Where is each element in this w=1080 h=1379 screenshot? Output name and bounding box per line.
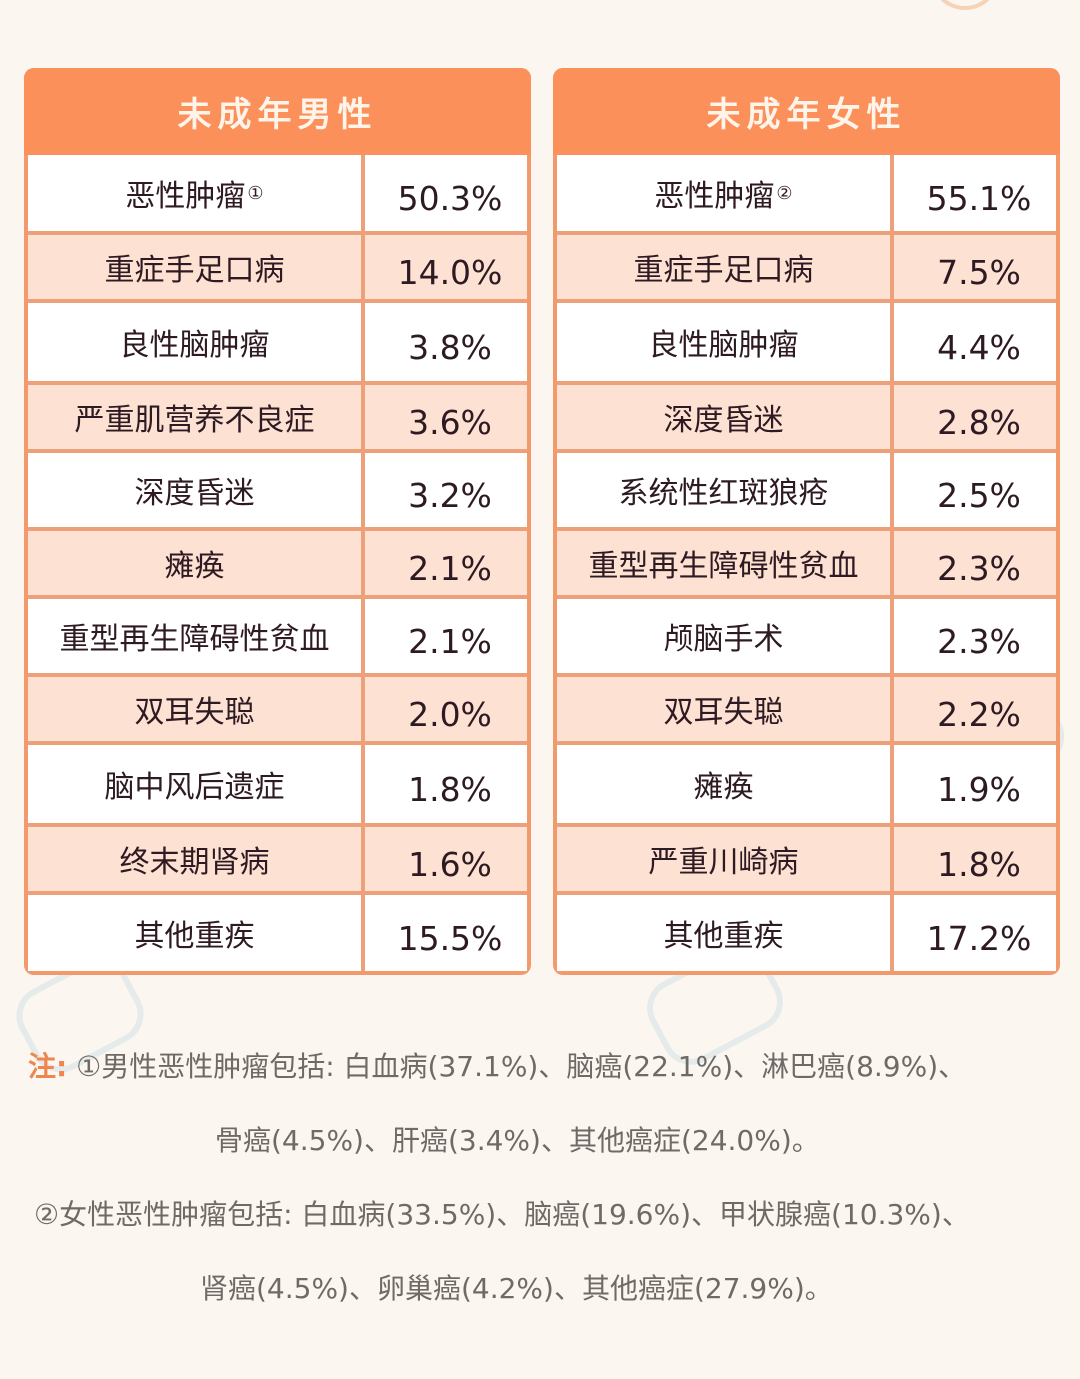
table-row: 终末期肾病 1.6%	[28, 827, 527, 891]
disease-percent: 15.5%	[365, 895, 527, 971]
disease-percent: 1.8%	[894, 827, 1056, 891]
table-row: 脑中风后遗症 1.8%	[28, 745, 527, 823]
disease-percent: 4.4%	[894, 303, 1056, 381]
disease-name: 其他重疾	[557, 895, 890, 971]
footnote-line: ②女性恶性肿瘤包括: 白血病(33.5%)、脑癌(19.6%)、甲状腺癌(10.…	[34, 1198, 970, 1231]
disease-percent: 2.3%	[894, 599, 1056, 673]
disease-percent: 2.1%	[365, 599, 527, 673]
table-body: 恶性肿瘤 ② 55.1% 重症手足口病 7.5% 良性脑肿瘤 4.4% 深度昏迷 …	[557, 155, 1056, 971]
female-disease-table: 未成年女性 恶性肿瘤 ② 55.1% 重症手足口病 7.5% 良性脑肿瘤 4.4%…	[553, 68, 1060, 975]
table-body: 恶性肿瘤 ① 50.3% 重症手足口病 14.0% 良性脑肿瘤 3.8% 严重肌营…	[28, 155, 527, 971]
male-disease-table: 未成年男性 恶性肿瘤 ① 50.3% 重症手足口病 14.0% 良性脑肿瘤 3.8…	[24, 68, 531, 975]
disease-name: 恶性肿瘤 ②	[557, 155, 890, 231]
table-row: 深度昏迷 2.8%	[557, 385, 1056, 449]
disease-name: 瘫痪	[557, 745, 890, 823]
table-row: 严重川崎病 1.8%	[557, 827, 1056, 891]
note-label: 注:	[28, 1050, 68, 1083]
footnote-line: 肾癌(4.5%)、卵巢癌(4.2%)、其他癌症(27.9%)。	[200, 1272, 833, 1305]
disease-name: 重型再生障碍性贫血	[28, 599, 361, 673]
disease-name: 系统性红斑狼疮	[557, 453, 890, 527]
table-row: 深度昏迷 3.2%	[28, 453, 527, 527]
disease-name: 双耳失聪	[557, 677, 890, 741]
disease-percent: 2.0%	[365, 677, 527, 741]
decorative-arc	[930, 0, 1000, 10]
table-row: 系统性红斑狼疮 2.5%	[557, 453, 1056, 527]
table-row: 恶性肿瘤 ① 50.3%	[28, 155, 527, 231]
disease-percent: 2.8%	[894, 385, 1056, 449]
disease-percent: 7.5%	[894, 235, 1056, 299]
disease-name: 其他重疾	[28, 895, 361, 971]
table-row: 良性脑肿瘤 4.4%	[557, 303, 1056, 381]
footnote-marker: ②	[776, 182, 793, 204]
table-title: 未成年男性	[24, 68, 531, 155]
disease-percent: 2.1%	[365, 531, 527, 595]
table-row: 恶性肿瘤 ② 55.1%	[557, 155, 1056, 231]
footnote-line: 注: ①男性恶性肿瘤包括: 白血病(37.1%)、脑癌(22.1%)、淋巴癌(8…	[0, 1030, 1080, 1104]
table-row: 瘫痪 2.1%	[28, 531, 527, 595]
table-row: 良性脑肿瘤 3.8%	[28, 303, 527, 381]
disease-percent: 3.8%	[365, 303, 527, 381]
footnote-text: ①男性恶性肿瘤包括: 白血病(37.1%)、脑癌(22.1%)、淋巴癌(8.9%…	[76, 1050, 967, 1083]
table-row: 双耳失聪 2.0%	[28, 677, 527, 741]
disease-name: 脑中风后遗症	[28, 745, 361, 823]
disease-name: 颅脑手术	[557, 599, 890, 673]
table-row: 重型再生障碍性贫血 2.3%	[557, 531, 1056, 595]
table-row: 瘫痪 1.9%	[557, 745, 1056, 823]
disease-name: 终末期肾病	[28, 827, 361, 891]
disease-percent: 1.8%	[365, 745, 527, 823]
disease-percent: 50.3%	[365, 155, 527, 231]
disease-name: 重型再生障碍性贫血	[557, 531, 890, 595]
disease-name: 重症手足口病	[557, 235, 890, 299]
disease-name: 双耳失聪	[28, 677, 361, 741]
disease-percent: 55.1%	[894, 155, 1056, 231]
table-row: 重症手足口病 7.5%	[557, 235, 1056, 299]
footnote-line: 骨癌(4.5%)、肝癌(3.4%)、其他癌症(24.0%)。	[215, 1124, 820, 1157]
disease-name: 深度昏迷	[557, 385, 890, 449]
disease-name: 深度昏迷	[28, 453, 361, 527]
disease-name: 恶性肿瘤 ①	[28, 155, 361, 231]
disease-name: 重症手足口病	[28, 235, 361, 299]
disease-percent: 1.6%	[365, 827, 527, 891]
disease-percent: 2.3%	[894, 531, 1056, 595]
disease-name: 严重川崎病	[557, 827, 890, 891]
disease-percent: 14.0%	[365, 235, 527, 299]
disease-percent: 2.5%	[894, 453, 1056, 527]
table-row: 重型再生障碍性贫血 2.1%	[28, 599, 527, 673]
disease-name: 严重肌营养不良症	[28, 385, 361, 449]
disease-percent: 2.2%	[894, 677, 1056, 741]
table-row: 双耳失聪 2.2%	[557, 677, 1056, 741]
disease-percent: 3.6%	[365, 385, 527, 449]
table-row: 重症手足口病 14.0%	[28, 235, 527, 299]
disease-percent: 1.9%	[894, 745, 1056, 823]
disease-name: 良性脑肿瘤	[557, 303, 890, 381]
table-row: 颅脑手术 2.3%	[557, 599, 1056, 673]
footnotes: 注: ①男性恶性肿瘤包括: 白血病(37.1%)、脑癌(22.1%)、淋巴癌(8…	[0, 1030, 1080, 1326]
disease-name: 良性脑肿瘤	[28, 303, 361, 381]
table-row: 其他重疾 15.5%	[28, 895, 527, 971]
disease-percent: 17.2%	[894, 895, 1056, 971]
disease-name: 瘫痪	[28, 531, 361, 595]
table-row: 其他重疾 17.2%	[557, 895, 1056, 971]
disease-percent: 3.2%	[365, 453, 527, 527]
table-title: 未成年女性	[553, 68, 1060, 155]
table-row: 严重肌营养不良症 3.6%	[28, 385, 527, 449]
footnote-marker: ①	[247, 182, 264, 204]
